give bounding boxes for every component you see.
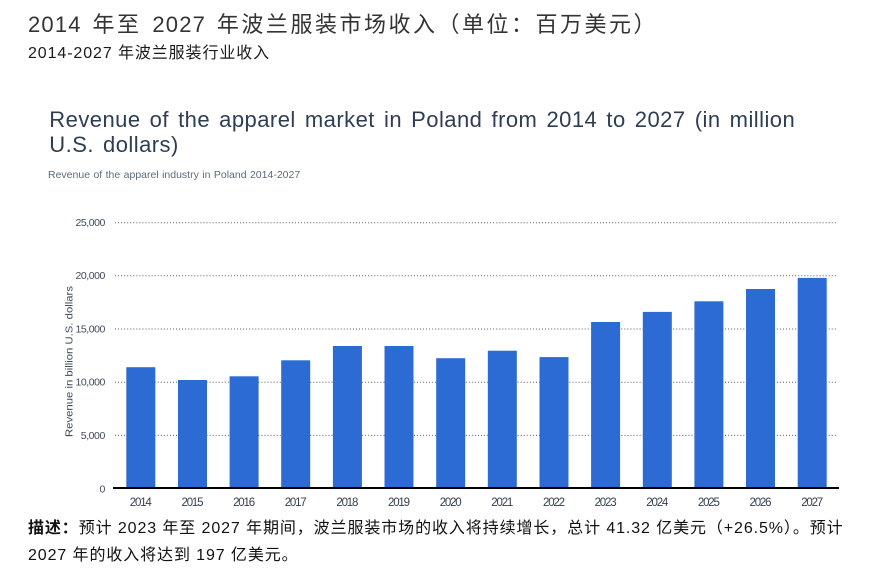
svg-text:5,000: 5,000	[81, 430, 106, 442]
svg-text:2024: 2024	[646, 497, 669, 509]
svg-text:2018: 2018	[336, 497, 358, 509]
svg-text:2022: 2022	[543, 497, 565, 509]
svg-text:2023: 2023	[595, 497, 617, 509]
svg-text:0: 0	[99, 483, 105, 495]
svg-text:2026: 2026	[750, 497, 772, 509]
svg-text:25,000: 25,000	[76, 217, 106, 229]
svg-text:15,000: 15,000	[76, 323, 106, 335]
svg-text:2015: 2015	[182, 497, 204, 509]
svg-text:2027: 2027	[801, 497, 823, 509]
svg-text:2016: 2016	[233, 497, 255, 509]
svg-text:Revenue in billion U.S. dollar: Revenue in billion U.S. dollars	[65, 286, 76, 437]
svg-text:2014: 2014	[130, 497, 153, 509]
svg-text:2019: 2019	[388, 497, 410, 509]
svg-text:2020: 2020	[440, 497, 462, 509]
svg-text:20,000: 20,000	[76, 270, 106, 282]
svg-text:10,000: 10,000	[76, 377, 106, 389]
svg-text:2025: 2025	[698, 497, 720, 509]
svg-text:2017: 2017	[285, 497, 307, 509]
svg-text:2021: 2021	[491, 497, 513, 509]
